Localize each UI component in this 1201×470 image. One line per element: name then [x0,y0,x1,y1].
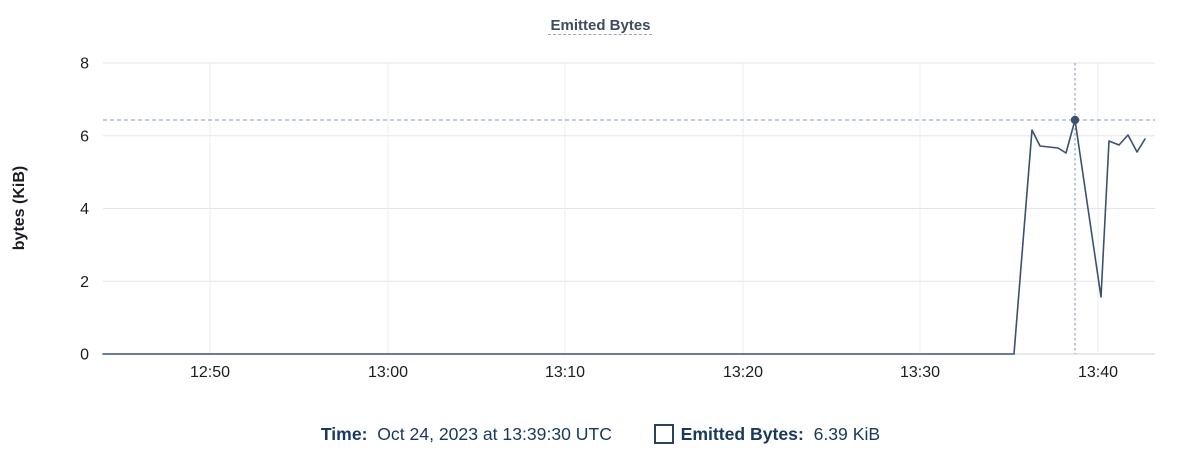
svg-text:13:30: 13:30 [900,364,940,381]
svg-text:12:50: 12:50 [190,364,230,381]
svg-text:bytes (KiB): bytes (KiB) [11,166,28,250]
svg-text:0: 0 [80,347,89,364]
svg-text:2: 2 [80,274,89,291]
svg-text:4: 4 [80,201,89,218]
svg-text:13:10: 13:10 [545,364,585,381]
svg-text:8: 8 [80,56,89,73]
svg-text:13:00: 13:00 [368,364,408,381]
svg-text:6: 6 [80,128,89,145]
svg-text:13:20: 13:20 [723,364,763,381]
svg-text:13:40: 13:40 [1078,364,1118,381]
